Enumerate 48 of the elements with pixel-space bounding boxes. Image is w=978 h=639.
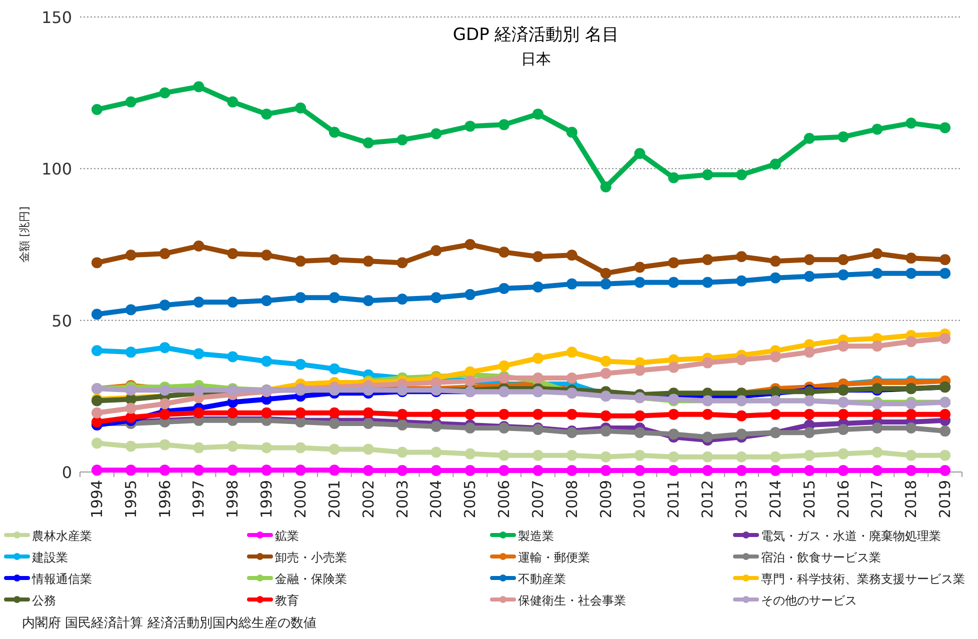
x-tick-label: 1997 (190, 480, 208, 518)
text: 日本 (521, 50, 551, 68)
legend-label: 教育 (275, 594, 299, 608)
x-tick-label: 2004 (427, 480, 446, 518)
y-tick-label: 0 (62, 463, 72, 482)
y-axis-title: 金額 [兆円] (18, 206, 31, 263)
x-tick-label: 2013 (732, 480, 750, 518)
x-tick-label: 2008 (562, 480, 581, 518)
x-tick-label: 1995 (122, 480, 140, 518)
x-tick-label: 2010 (630, 480, 649, 518)
x-tick-label: 2015 (800, 480, 818, 518)
x-tick-label: 2012 (698, 480, 717, 518)
x-tick-label: 2011 (664, 480, 683, 518)
legend-label: 金融・保険業 (275, 572, 347, 586)
x-tick-label: 1999 (258, 480, 276, 518)
y-tick-label: 150 (41, 8, 72, 27)
y-tick-label: 50 (52, 311, 72, 330)
x-tick-label: 2005 (461, 480, 480, 518)
x-tick-label: 2016 (834, 480, 852, 518)
x-tick-label: 2000 (292, 480, 310, 518)
x-tick-label: 1996 (156, 480, 174, 518)
legend-label: 卸売・小売業 (275, 550, 347, 564)
legend-label: 保健衛生・社会事業 (518, 594, 626, 608)
x-tick-label: 2006 (495, 480, 514, 518)
x-tick-label: 1994 (88, 480, 106, 518)
legend-label: 公務 (32, 594, 56, 608)
x-tick-label: 2007 (528, 480, 547, 518)
x-tick-label: 2017 (868, 480, 886, 518)
x-tick-label: 2014 (766, 480, 784, 518)
legend-label: 製造業 (518, 529, 554, 543)
text: GDP 経済活動別 名目 (452, 25, 620, 45)
legend-label: 不動産業 (518, 572, 566, 586)
x-tick-label: 2003 (393, 480, 412, 518)
text: 内閣府 国民経済計算 経済活動別国内総生産の数値 (22, 615, 316, 631)
x-tick-label: 2018 (902, 480, 920, 518)
legend-label: 情報通信業 (31, 572, 92, 586)
x-tick-label: 2002 (359, 480, 378, 518)
legend-label: 建設業 (31, 550, 68, 564)
legend-label: 農林水産業 (32, 529, 92, 543)
x-tick-label: 2009 (596, 480, 615, 518)
legend-label: 宿泊・飲食サービス業 (761, 550, 881, 564)
x-tick-label: 2001 (325, 480, 344, 518)
legend-label: 運輸・郵便業 (518, 550, 590, 564)
x-tick-label: 2019 (936, 480, 954, 518)
x-tick-label: 1998 (224, 480, 242, 518)
y-tick-label: 100 (41, 160, 72, 179)
legend-label: 鉱業 (275, 529, 299, 543)
legend-label: その他のサービス (761, 594, 857, 608)
